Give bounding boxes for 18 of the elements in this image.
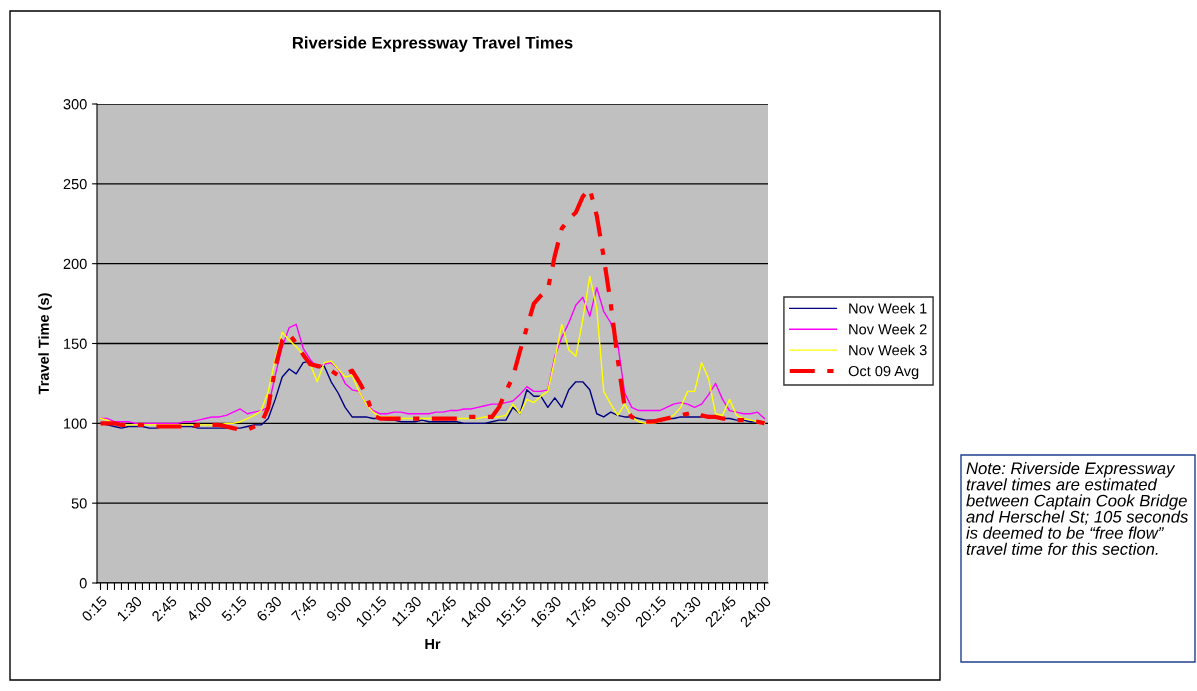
legend-label: Nov Week 1 bbox=[849, 302, 927, 314]
y-tick-label: 0 bbox=[79, 578, 87, 589]
text: Note: Riverside Expressway travel times are estimated between Captain Cook Bridge and Herschel St; 105 seconds is deemed to be “free flow” travel time for this section. bbox=[966, 462, 1189, 555]
y-tick-label: 50 bbox=[71, 498, 87, 509]
legend-label: Oct 09 Avg bbox=[848, 365, 919, 380]
y-tick-label: 200 bbox=[63, 258, 87, 270]
y-tick-label: 100 bbox=[64, 418, 87, 429]
y-tick-label: 250 bbox=[63, 178, 87, 190]
x-axis-title: Hr bbox=[425, 639, 441, 650]
legend-label: Nov Week 3 bbox=[849, 344, 927, 356]
x-tick-label: 4:00 bbox=[185, 595, 213, 623]
x-tick-label: 9:00 bbox=[325, 595, 353, 622]
chart-title: Riverside Expressway Travel Times bbox=[292, 36, 573, 52]
y-tick-label: 150 bbox=[64, 338, 87, 349]
y-tick-label: 300 bbox=[63, 99, 87, 110]
legend-label: Nov Week 2 bbox=[849, 323, 927, 335]
y-axis-title: Travel Time (s) bbox=[38, 293, 52, 395]
x-tick-label: 6:30 bbox=[255, 595, 283, 622]
